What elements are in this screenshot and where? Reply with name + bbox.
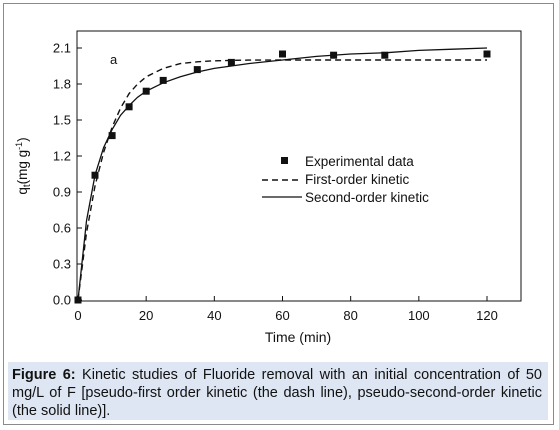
experimental-point xyxy=(108,132,116,140)
y-tick-label: 1.2 xyxy=(53,149,71,164)
experimental-point xyxy=(91,171,99,179)
experimental-point xyxy=(279,50,286,58)
legend-label-experimental: Experimental data xyxy=(305,154,414,169)
figure-frame xyxy=(3,3,554,425)
caption-text: Kinetic studies of Fluoride removal with… xyxy=(12,367,542,419)
experimental-point xyxy=(483,50,491,58)
y-axis-label-q: q xyxy=(15,187,30,195)
y-tick-label: 2.1 xyxy=(53,41,71,56)
experimental-point xyxy=(125,103,133,111)
x-tick-label: 20 xyxy=(139,308,153,323)
x-tick-label: 60 xyxy=(275,308,289,323)
y-axis-label-units: (mg g xyxy=(15,150,30,185)
y-tick-label: 0.9 xyxy=(53,185,71,200)
x-tick-label: 120 xyxy=(476,308,498,323)
plot-area xyxy=(76,30,522,302)
y-axis-label-close: ) xyxy=(15,137,30,142)
y-tick-label: 1.8 xyxy=(53,77,71,92)
experimental-point xyxy=(381,51,389,59)
caption-label: Figure 6: xyxy=(12,367,76,383)
x-axis-ticks: 0 20 40 60 80 100 120 xyxy=(74,296,498,323)
second-order-curve xyxy=(77,47,488,301)
legend-label-first-order: First-order kinetic xyxy=(305,172,410,187)
y-tick-label: 0.6 xyxy=(53,221,71,236)
experimental-point xyxy=(142,87,150,95)
panel-label: a xyxy=(110,52,118,67)
x-tick-label: 0 xyxy=(74,308,81,323)
y-tick-label: 0.3 xyxy=(53,257,71,272)
y-axis-label: qt(mg g-1) xyxy=(14,137,33,194)
legend: Experimental data First-order kinetic Se… xyxy=(262,154,429,205)
y-tick-label: 1.5 xyxy=(53,113,71,128)
legend-label-second-order: Second-order kinetic xyxy=(305,190,429,205)
experimental-point xyxy=(227,58,235,66)
series-lines xyxy=(77,47,488,301)
x-tick-label: 40 xyxy=(207,308,221,323)
y-axis-label-exp: -1 xyxy=(14,142,24,150)
x-axis-label: Time (min) xyxy=(265,329,331,345)
y-axis-ticks: 0.0 0.3 0.6 0.9 1.2 1.5 1.8 2.1 xyxy=(53,41,82,308)
x-tick-label: 80 xyxy=(343,308,357,323)
y-axis-label-sub: t xyxy=(22,184,33,187)
figure-caption: Figure 6: Kinetic studies of Fluoride re… xyxy=(8,362,548,420)
experimental-point xyxy=(193,66,201,74)
experimental-point xyxy=(159,76,167,84)
experimental-point xyxy=(330,51,338,59)
kinetics-chart: 0 20 40 60 80 100 120 0.0 0.3 0.6 0.9 1.2 1.5 1.8 2.1… xyxy=(14,30,522,345)
legend-marker-experimental xyxy=(281,157,288,164)
experimental-point xyxy=(74,296,82,304)
x-tick-label: 100 xyxy=(408,308,430,323)
y-tick-label: 0.0 xyxy=(53,293,71,308)
data-points xyxy=(74,50,491,304)
